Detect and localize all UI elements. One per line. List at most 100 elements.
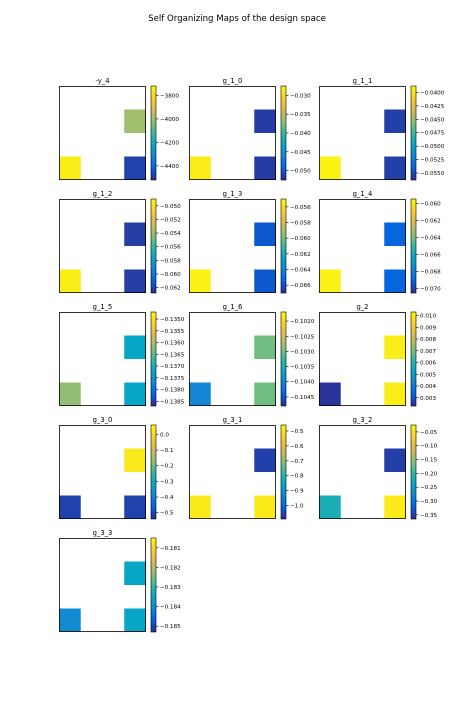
som-cell [124, 156, 146, 180]
colorbar [410, 198, 417, 294]
colorbar [150, 198, 157, 294]
colorbar-tick-label: −0.058 [160, 258, 181, 264]
colorbar-tick-label: 0.008 [420, 337, 436, 343]
plot-frame [59, 538, 146, 632]
colorbar-tick-label: −0.05 [420, 430, 438, 436]
colorbar-tick-label: 0.004 [420, 384, 436, 390]
panel-title: g_3_2 [353, 416, 373, 424]
colorbar-tick-label: −0.060 [420, 201, 441, 207]
plot-frame [189, 312, 276, 406]
plot-frame [189, 199, 276, 293]
panel-g_1_3: g_1_3 −0.056 −0.058 −0.060 −0.062 −0.064 −0.06… [189, 190, 311, 294]
som-cell [254, 156, 276, 180]
som-cell [384, 222, 406, 246]
colorbar-tick-label: −0.1375 [160, 376, 185, 382]
som-cell [384, 382, 406, 406]
colorbar-tick-label: 0.0 [160, 432, 169, 438]
colorbar-tick-label: −0.4 [160, 495, 174, 501]
colorbar-tick-label: −0.1025 [290, 334, 315, 340]
panel-title: g_1_1 [353, 77, 373, 85]
plot-frame [319, 312, 406, 406]
colorbar-tick-label: −0.1370 [160, 364, 185, 370]
colorbar-tick-label: −0.1030 [290, 349, 315, 355]
som-cell [319, 156, 341, 180]
som-cell [59, 608, 81, 632]
colorbar [410, 85, 417, 181]
colorbar-tick-label: −0.0500 [420, 144, 445, 150]
colorbar-tick-label: −0.25 [420, 485, 438, 491]
colorbar-tick-label: −0.058 [290, 221, 311, 227]
som-cell [254, 448, 276, 472]
colorbar-tick-label: 0.005 [420, 372, 436, 378]
colorbar [150, 424, 157, 520]
som-cell [59, 495, 81, 519]
som-cell [254, 222, 276, 246]
colorbar-tick-label: −0.0450 [420, 117, 445, 123]
colorbar-tick-label: −0.1045 [290, 395, 315, 401]
figure-title: Self Organizing Maps of the design space [148, 14, 326, 24]
panel-title: g_2 [356, 303, 368, 311]
colorbar-tick-label: −0.1385 [160, 399, 185, 405]
som-cell [124, 222, 146, 246]
som-cell [254, 109, 276, 133]
colorbar [280, 198, 287, 294]
colorbar-tick-label: −0.35 [420, 513, 438, 519]
colorbar-tick-label: −0.5 [160, 511, 174, 517]
plot-frame [59, 312, 146, 406]
colorbar-tick-label: −4000 [160, 117, 179, 123]
colorbar-tick-label: −0.1040 [290, 380, 315, 386]
panel-title: g_1_6 [223, 303, 243, 311]
panel-g_3_0: g_3_0 0.0 −0.1 −0.2 −0.3 −0.4 −0.5 [59, 416, 174, 520]
som-cell [189, 269, 211, 293]
colorbar-tick-label: −0.054 [160, 231, 181, 237]
colorbar-tick-label: −0.1365 [160, 352, 185, 358]
som-cell [189, 495, 211, 519]
colorbar-tick-label: −0.060 [290, 236, 311, 242]
som-cell [124, 561, 146, 585]
som-cell [124, 335, 146, 359]
colorbar [150, 311, 157, 407]
colorbar-tick-label: −0.062 [420, 218, 441, 224]
som-cell [319, 382, 341, 406]
colorbar-tick-label: −0.0400 [420, 90, 445, 96]
panel-g_1_4: g_1_4 −0.060 −0.062 −0.064 −0.066 −0.068 −0.07… [319, 190, 441, 294]
som-cell [319, 269, 341, 293]
colorbar-tick-label: −3800 [160, 93, 179, 99]
colorbar-tick-label: −0.1350 [160, 317, 185, 323]
som-cell [124, 109, 146, 133]
colorbar-tick-label: −0.052 [160, 217, 181, 223]
plot-frame [189, 86, 276, 180]
som-cell [319, 495, 341, 519]
colorbar-tick-label: −0.035 [290, 112, 311, 118]
colorbar-tick-label: −0.050 [290, 169, 311, 175]
colorbar-tick-label: −0.050 [160, 204, 181, 210]
colorbar-tick-label: −0.062 [160, 286, 181, 292]
colorbar-tick-label: −0.1035 [290, 365, 315, 371]
som-cell [59, 269, 81, 293]
colorbar-tick-label: −0.062 [290, 252, 311, 258]
colorbar-tick-label: −0.3 [160, 479, 174, 485]
colorbar-tick-label: −4400 [160, 164, 179, 170]
colorbar-tick-label: −0.20 [420, 471, 438, 477]
som-cell [59, 382, 81, 406]
som-cell [254, 382, 276, 406]
colorbar-tick-label: −0.182 [160, 565, 181, 571]
som-cell [384, 269, 406, 293]
colorbar-tick-label: −1.0 [290, 504, 304, 510]
panel-title: g_1_0 [223, 77, 243, 85]
colorbar-tick-label: −0.0525 [420, 158, 445, 164]
colorbar-tick-label: −0.040 [290, 131, 311, 137]
plot-frame [59, 199, 146, 293]
colorbar-tick-label: −0.030 [290, 93, 311, 99]
panel-title: -y_4 [95, 77, 109, 85]
colorbar-tick-label: −0.060 [160, 272, 181, 278]
colorbar-tick-label: −0.184 [160, 605, 181, 611]
colorbar-tick-label: 0.010 [420, 314, 436, 320]
colorbar-tick-label: −0.1 [160, 448, 174, 454]
plot-frame [189, 425, 276, 519]
panel--y_4: -y_4 −3800 −4000 −4200 −4400 [59, 77, 179, 181]
colorbar [150, 85, 157, 181]
colorbar-tick-label: −0.5 [290, 429, 304, 435]
colorbar-tick-label: −0.1380 [160, 388, 185, 394]
